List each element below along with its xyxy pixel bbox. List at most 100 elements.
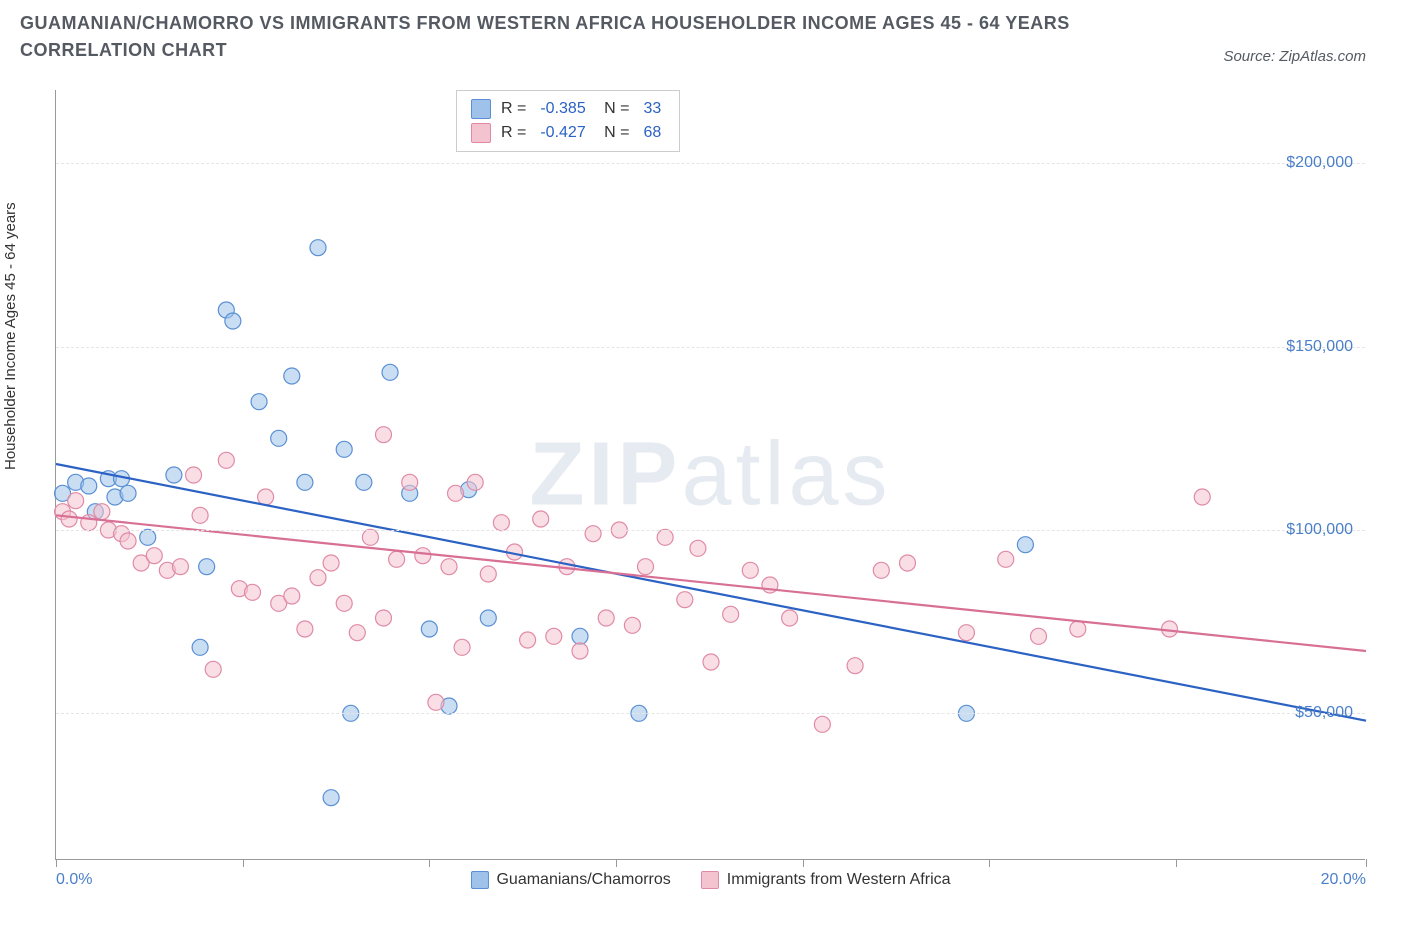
scatter-point: [415, 548, 431, 564]
legend-swatch: [701, 871, 719, 889]
series-legend-item: Guamanians/Chamorros: [470, 871, 670, 889]
scatter-point: [297, 621, 313, 637]
scatter-point: [199, 559, 215, 575]
scatter-point: [723, 606, 739, 622]
scatter-point: [900, 555, 916, 571]
scatter-point: [585, 526, 601, 542]
scatter-point: [480, 566, 496, 582]
scatter-point: [284, 588, 300, 604]
scatter-point: [205, 661, 221, 677]
scatter-point: [1017, 537, 1033, 553]
scatter-point: [362, 529, 378, 545]
y-tick-label: $150,000: [1286, 338, 1353, 356]
legend-n-value: 33: [640, 100, 666, 118]
x-tick: [56, 859, 57, 867]
scatter-point: [284, 368, 300, 384]
scatter-point: [61, 511, 77, 527]
scatter-point: [742, 562, 758, 578]
scatter-point: [638, 559, 654, 575]
stats-legend: R = -0.385 N = 33 R = -0.427 N = 68: [456, 90, 680, 152]
scatter-point: [336, 441, 352, 457]
scatter-point: [847, 658, 863, 674]
scatter-point: [873, 562, 889, 578]
scatter-point: [323, 555, 339, 571]
scatter-point: [480, 610, 496, 626]
scatter-point: [68, 493, 84, 509]
plot-area: ZIPatlas R =-0.385 N =33R =-0.427 N =68 …: [55, 90, 1365, 860]
legend-n-label: N =: [600, 124, 630, 142]
scatter-point: [428, 694, 444, 710]
chart-svg: [56, 90, 1365, 859]
scatter-point: [81, 478, 97, 494]
scatter-point: [356, 474, 372, 490]
scatter-point: [624, 617, 640, 633]
legend-swatch: [470, 871, 488, 889]
series-legend-item: Immigrants from Western Africa: [701, 871, 951, 889]
scatter-point: [192, 639, 208, 655]
scatter-point: [493, 515, 509, 531]
scatter-point: [657, 529, 673, 545]
scatter-point: [120, 485, 136, 501]
scatter-point: [245, 584, 261, 600]
y-tick-label: $200,000: [1286, 154, 1353, 172]
x-tick: [429, 859, 430, 867]
x-tick: [803, 859, 804, 867]
scatter-point: [677, 592, 693, 608]
scatter-point: [958, 625, 974, 641]
source-label: Source: ZipAtlas.com: [1223, 48, 1366, 65]
x-tick: [989, 859, 990, 867]
gridline: [56, 530, 1365, 531]
scatter-point: [120, 533, 136, 549]
scatter-point: [782, 610, 798, 626]
scatter-point: [1194, 489, 1210, 505]
scatter-point: [382, 364, 398, 380]
legend-r-value: -0.385: [536, 100, 589, 118]
legend-r-label: R =: [501, 100, 526, 118]
scatter-point: [310, 570, 326, 586]
scatter-point: [546, 628, 562, 644]
scatter-point: [258, 489, 274, 505]
scatter-point: [402, 474, 418, 490]
legend-row: R = -0.427 N = 68: [471, 121, 665, 145]
scatter-point: [349, 625, 365, 641]
scatter-point: [520, 632, 536, 648]
scatter-point: [297, 474, 313, 490]
trend-line: [56, 515, 1366, 651]
scatter-point: [166, 467, 182, 483]
gridline: [56, 347, 1365, 348]
scatter-point: [323, 790, 339, 806]
scatter-point: [454, 639, 470, 655]
legend-swatch: [471, 123, 491, 143]
scatter-point: [998, 551, 1014, 567]
scatter-point: [448, 485, 464, 501]
scatter-point: [186, 467, 202, 483]
scatter-point: [251, 394, 267, 410]
scatter-point: [376, 610, 392, 626]
scatter-point: [218, 452, 234, 468]
gridline: [56, 163, 1365, 164]
scatter-point: [271, 430, 287, 446]
chart-title: GUAMANIAN/CHAMORRO VS IMMIGRANTS FROM WE…: [20, 10, 1120, 64]
scatter-point: [690, 540, 706, 556]
legend-r-label: R =: [501, 124, 526, 142]
scatter-point: [533, 511, 549, 527]
scatter-point: [441, 559, 457, 575]
legend-row: R = -0.385 N = 33: [471, 97, 665, 121]
legend-n-label: N =: [600, 100, 630, 118]
legend-r-value: -0.427: [536, 124, 589, 142]
y-axis-label: Householder Income Ages 45 - 64 years: [2, 202, 19, 470]
scatter-point: [376, 427, 392, 443]
scatter-point: [814, 716, 830, 732]
scatter-point: [192, 507, 208, 523]
y-tick-label: $100,000: [1286, 521, 1353, 539]
scatter-point: [572, 643, 588, 659]
scatter-point: [1070, 621, 1086, 637]
x-tick: [616, 859, 617, 867]
scatter-point: [172, 559, 188, 575]
scatter-point: [336, 595, 352, 611]
scatter-point: [703, 654, 719, 670]
x-tick-label: 20.0%: [1321, 871, 1366, 889]
scatter-point: [225, 313, 241, 329]
legend-n-value: 68: [640, 124, 666, 142]
scatter-point: [572, 628, 588, 644]
